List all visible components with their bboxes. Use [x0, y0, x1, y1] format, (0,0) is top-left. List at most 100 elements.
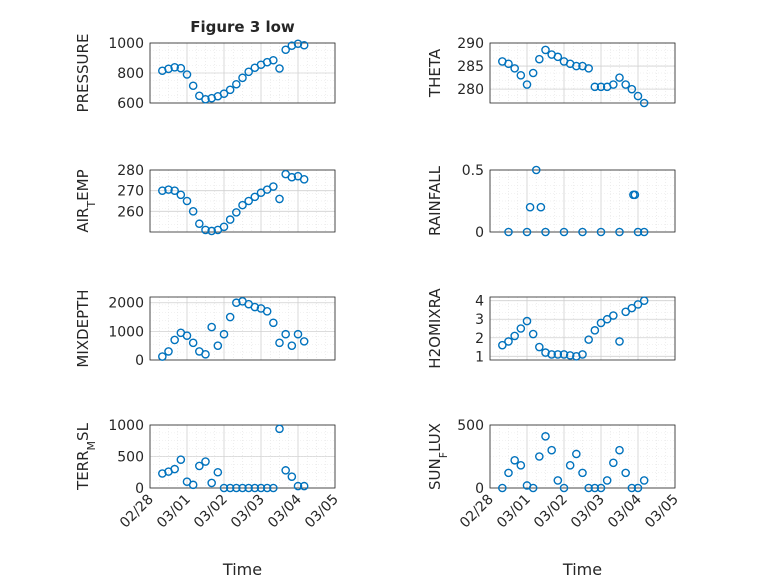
data-point — [299, 174, 309, 184]
data-point — [299, 40, 309, 50]
y-tick-label: 2 — [475, 331, 484, 347]
axes-box — [149, 42, 336, 104]
data-point — [225, 483, 235, 493]
x-tick-label: 03/02 — [191, 492, 231, 532]
data-point — [201, 349, 210, 359]
axes-box — [489, 296, 676, 361]
data-point — [590, 483, 600, 493]
data-point — [609, 458, 618, 468]
y-axis-label: MIXDEPTH — [74, 289, 92, 367]
data-point — [293, 329, 303, 339]
data-point — [565, 461, 575, 470]
data-point — [281, 466, 290, 475]
data-point — [275, 194, 284, 204]
data-point — [250, 192, 260, 202]
data-point — [201, 457, 210, 466]
y-tick-label: 270 — [117, 184, 144, 200]
data-point — [299, 337, 309, 346]
data-point — [195, 91, 204, 101]
x-tick-label: 03/04 — [265, 491, 305, 531]
y-tick-label: 2000 — [108, 296, 144, 312]
y-axis-label: SUNFLUX — [426, 423, 450, 490]
data-point — [609, 311, 618, 320]
data-point — [510, 64, 519, 73]
data-point — [553, 476, 563, 485]
data-point — [225, 85, 235, 95]
data-point — [572, 61, 581, 71]
data-point — [262, 483, 272, 493]
data-point — [639, 296, 649, 306]
data-point — [195, 461, 204, 471]
data-point — [176, 190, 186, 200]
data-point — [275, 338, 284, 348]
data-point — [541, 45, 550, 55]
data-point — [504, 227, 513, 237]
y-tick-label: 3 — [475, 312, 484, 328]
data-point — [188, 81, 198, 91]
data-point — [238, 73, 247, 83]
y-tick-label: 600 — [117, 96, 144, 112]
data-point — [615, 337, 624, 346]
data-point — [639, 98, 649, 108]
subplot-rainfall: 0 0.5 RAINFALL — [426, 163, 676, 241]
data-point — [535, 452, 544, 461]
data-point — [498, 340, 507, 350]
data-point — [525, 202, 535, 212]
y-axis-label: AIRTEMP — [74, 169, 98, 232]
subplot-theta: 280 285 290 THETA — [426, 36, 676, 108]
y-tick-label: 500 — [457, 418, 484, 434]
x-tick-label: 03/03 — [568, 492, 608, 532]
data-point — [627, 84, 637, 94]
data-point — [176, 455, 186, 464]
y-tick-label: 1 — [475, 349, 484, 365]
y-tick-label: 1000 — [108, 324, 144, 340]
figure-title: Figure 3 low — [190, 18, 295, 36]
y-tick-label: 290 — [457, 36, 484, 52]
data-point — [572, 449, 581, 459]
data-point — [182, 70, 192, 79]
y-tick-label: 0.5 — [462, 163, 484, 179]
data-point — [170, 63, 179, 72]
data-point — [590, 326, 600, 335]
axes-box — [489, 424, 676, 489]
data-point — [287, 472, 297, 481]
data-point — [182, 196, 192, 206]
data-point — [522, 227, 532, 237]
data-point — [522, 316, 532, 326]
x-axis-label: Time — [562, 560, 602, 579]
data-point — [207, 322, 216, 332]
y-axis-label: H2OMIXRA — [426, 288, 444, 369]
y-tick-label: 0 — [135, 353, 144, 369]
data-point — [293, 39, 303, 49]
data-point — [281, 329, 290, 339]
x-tick-label: 03/03 — [228, 492, 268, 532]
y-tick-label: 4 — [475, 294, 484, 310]
subplot-pressure: 600 800 1000 PRESSURE Figure 3 low — [74, 18, 336, 112]
y-axis-label: TERRMSL — [74, 422, 98, 491]
data-point — [516, 71, 526, 80]
data-point — [602, 476, 612, 485]
y-tick-label: 1000 — [108, 418, 144, 434]
data-point — [559, 483, 569, 493]
data-point — [182, 331, 192, 340]
axes-box — [489, 169, 676, 233]
data-point — [578, 350, 587, 359]
subplot-air-temp: 260 270 280 AIRTEMP — [74, 163, 336, 236]
data-point — [164, 185, 173, 194]
data-point — [238, 483, 247, 493]
data-point — [256, 483, 266, 493]
data-point — [553, 350, 563, 359]
data-point — [158, 186, 167, 195]
data-point — [219, 89, 229, 98]
data-point — [541, 432, 550, 441]
y-tick-label: 280 — [117, 163, 144, 179]
data-point — [596, 82, 606, 92]
data-point — [627, 303, 637, 313]
data-point — [621, 307, 630, 317]
data-point — [578, 468, 587, 478]
data-point — [522, 80, 532, 89]
data-point — [615, 227, 624, 237]
data-point — [201, 225, 210, 235]
